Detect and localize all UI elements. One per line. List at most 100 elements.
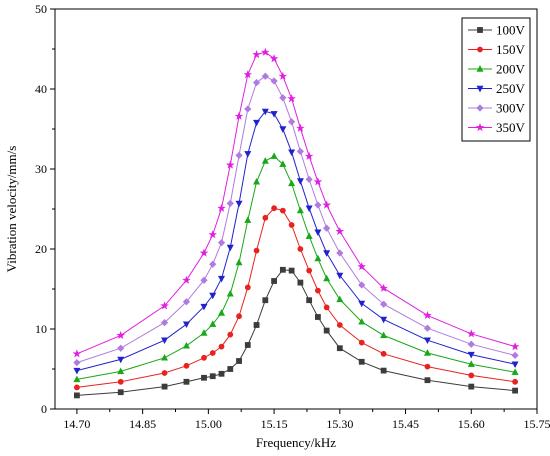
data-point bbox=[227, 366, 234, 372]
data-point bbox=[380, 350, 387, 357]
data-point bbox=[209, 260, 217, 268]
data-point bbox=[252, 50, 261, 59]
data-point bbox=[315, 287, 321, 294]
data-point bbox=[72, 349, 82, 358]
data-point bbox=[217, 203, 226, 212]
data-point bbox=[244, 105, 252, 113]
data-point bbox=[253, 119, 261, 127]
y-tick-label: 40 bbox=[35, 82, 47, 96]
data-point bbox=[161, 370, 168, 376]
series-100V bbox=[74, 266, 518, 399]
data-point bbox=[236, 313, 242, 320]
series-300V bbox=[73, 72, 519, 367]
data-point bbox=[182, 298, 191, 306]
data-point bbox=[288, 179, 296, 187]
series-150V bbox=[74, 205, 518, 391]
data-point bbox=[209, 292, 217, 300]
data-point bbox=[323, 274, 331, 282]
data-point bbox=[380, 331, 388, 339]
data-point bbox=[199, 248, 209, 257]
legend-label: 300V bbox=[496, 101, 526, 116]
data-point bbox=[74, 384, 80, 391]
legend-label: 200V bbox=[496, 62, 526, 77]
series-line bbox=[76, 207, 516, 388]
data-point bbox=[305, 175, 313, 184]
data-point bbox=[253, 322, 260, 328]
data-point bbox=[218, 343, 225, 350]
data-point bbox=[296, 206, 304, 214]
data-point bbox=[73, 375, 81, 383]
data-point bbox=[323, 250, 331, 257]
data-point bbox=[271, 278, 277, 284]
series-line bbox=[76, 51, 516, 355]
data-point bbox=[314, 229, 322, 237]
legend-item: 100V bbox=[468, 23, 526, 38]
data-point bbox=[244, 284, 251, 291]
data-point bbox=[336, 322, 343, 328]
legend-swatch-marker bbox=[476, 85, 484, 93]
series-line bbox=[76, 269, 516, 396]
data-point bbox=[161, 383, 168, 390]
data-point bbox=[424, 363, 431, 370]
data-point bbox=[73, 367, 81, 375]
data-point bbox=[296, 123, 305, 132]
data-point bbox=[244, 151, 252, 158]
data-point bbox=[253, 247, 260, 254]
data-point bbox=[424, 377, 431, 384]
legend-label: 100V bbox=[496, 23, 526, 38]
data-point bbox=[161, 337, 169, 345]
x-tick-label: 14.85 bbox=[129, 417, 156, 431]
data-point bbox=[511, 368, 519, 375]
data-point bbox=[379, 283, 388, 292]
data-point bbox=[73, 358, 81, 367]
data-point bbox=[117, 344, 125, 352]
data-point bbox=[262, 297, 269, 304]
data-point bbox=[512, 387, 518, 394]
data-point bbox=[74, 392, 80, 399]
data-point bbox=[467, 360, 475, 367]
y-axis: 0 10 20 30 40 50 bbox=[35, 2, 55, 416]
series-line bbox=[76, 75, 516, 364]
data-point bbox=[226, 289, 234, 297]
data-point bbox=[336, 249, 344, 257]
data-point bbox=[116, 330, 125, 340]
y-tick-label: 20 bbox=[35, 242, 47, 256]
data-point bbox=[288, 267, 295, 274]
data-point bbox=[160, 318, 169, 327]
data-point bbox=[270, 111, 278, 118]
data-point bbox=[278, 71, 288, 80]
data-point bbox=[218, 370, 225, 377]
data-point bbox=[358, 281, 366, 289]
data-point bbox=[314, 201, 322, 209]
legend-item: 150V bbox=[468, 42, 526, 57]
data-point bbox=[279, 94, 287, 102]
data-point bbox=[279, 160, 287, 167]
data-point bbox=[423, 349, 431, 356]
data-point bbox=[358, 300, 366, 308]
x-tick-label: 15.30 bbox=[326, 417, 353, 431]
legend-swatch-marker bbox=[477, 46, 483, 53]
data-point bbox=[244, 216, 252, 223]
data-point bbox=[314, 254, 322, 262]
series-250V bbox=[73, 108, 519, 375]
data-point bbox=[287, 94, 296, 103]
data-point bbox=[323, 304, 330, 311]
x-tick-label: 14.70 bbox=[63, 417, 90, 431]
legend-label: 250V bbox=[496, 81, 526, 96]
data-point bbox=[226, 199, 234, 208]
data-point bbox=[305, 205, 313, 213]
data-point bbox=[243, 70, 253, 79]
data-point bbox=[279, 266, 286, 273]
y-tick-label: 30 bbox=[35, 162, 47, 176]
series-350V bbox=[72, 47, 520, 358]
x-tick-label: 15.15 bbox=[261, 417, 288, 431]
data-point bbox=[468, 383, 475, 390]
legend-item: 300V bbox=[468, 101, 526, 116]
legend-box bbox=[461, 17, 531, 142]
data-point bbox=[358, 317, 366, 325]
data-point bbox=[423, 324, 432, 332]
legend-swatch-marker bbox=[475, 123, 485, 132]
data-point bbox=[357, 262, 366, 271]
data-point bbox=[279, 126, 287, 133]
